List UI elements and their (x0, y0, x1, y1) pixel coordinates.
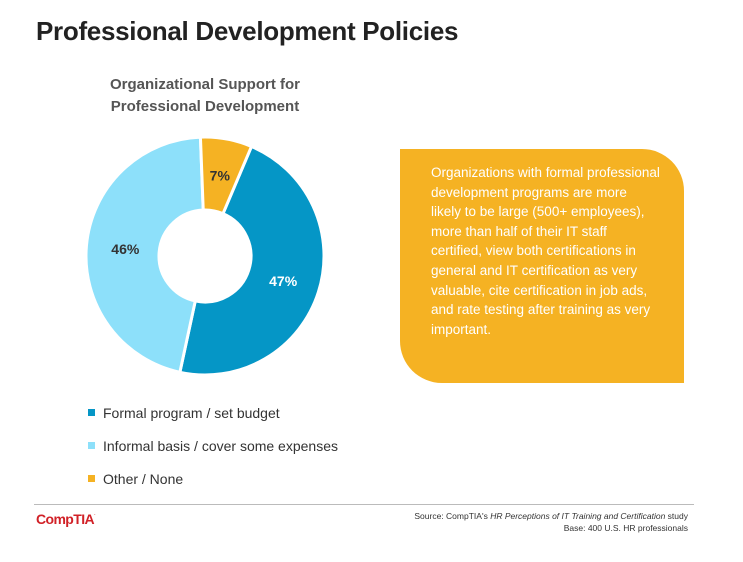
callout-text: Organizations with formal professional d… (431, 165, 660, 337)
donut-label-formal: 47% (269, 273, 298, 289)
legend-label-formal: Formal program / set budget (103, 404, 280, 421)
source-note: Source: CompTIA's HR Perceptions of IT T… (414, 510, 688, 534)
legend-item-formal: Formal program / set budget (88, 396, 338, 429)
logo-text: CompTIA (36, 511, 95, 527)
comptia-logo: CompTIA. (36, 511, 96, 527)
donut-slice-other (198, 135, 254, 216)
legend-item-informal: Informal basis / cover some expenses (88, 429, 338, 462)
legend-item-other: Other / None (88, 462, 338, 495)
source-suffix: study (665, 511, 688, 521)
chart-title-line-1: Organizational Support for (110, 76, 300, 93)
page-title: Professional Development Policies (36, 16, 459, 46)
donut-label-other: 7% (210, 167, 231, 183)
donut-slice-formal (178, 144, 326, 377)
legend-label-other: Other / None (103, 470, 184, 487)
donut-label-informal: 46% (111, 241, 140, 257)
source-prefix: Source: CompTIA's (414, 511, 491, 521)
source-base: Base: 400 U.S. HR professionals (563, 523, 688, 533)
chart-title: Organizational Support for Professional … (60, 74, 350, 118)
chart-title-line-2: Professional Development (110, 98, 300, 115)
chart-legend: Formal program / set budget Informal bas… (88, 396, 338, 495)
callout-box: Organizations with formal professional d… (400, 149, 684, 383)
footer-divider (34, 504, 694, 505)
source-line: Source: CompTIA's HR Perceptions of IT T… (414, 510, 688, 522)
legend-label-informal: Informal basis / cover some expenses (103, 437, 338, 454)
legend-swatch-formal (88, 409, 95, 416)
logo-mark: . (94, 511, 96, 517)
donut-slice-informal (84, 135, 205, 375)
legend-swatch-informal (88, 442, 95, 449)
legend-swatch-other (88, 475, 95, 482)
source-study-title: HR Perceptions of IT Training and Certif… (490, 511, 666, 521)
